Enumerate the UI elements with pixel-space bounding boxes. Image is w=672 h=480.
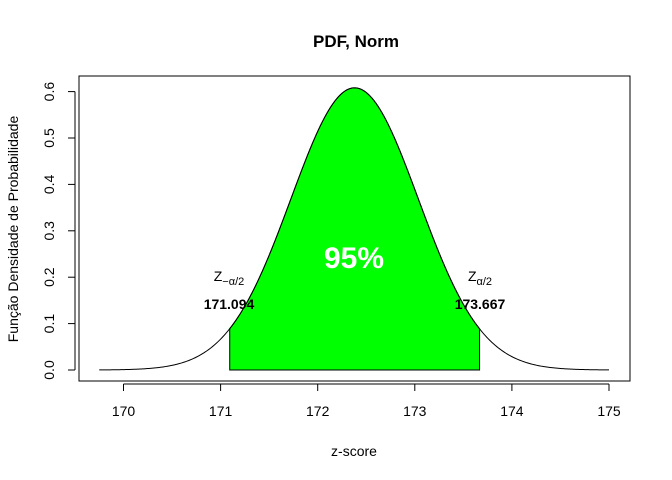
shaded-area-95: [229, 87, 481, 371]
x-tick-label: 171: [209, 403, 233, 419]
critical-symbol-subscript: α/2: [477, 276, 493, 288]
critical-symbol-subscript: −α/2: [222, 276, 244, 288]
x-tick-label: 173: [403, 403, 427, 419]
y-axis-label: Função Densidade de Probabilidade: [5, 116, 21, 343]
area-percentage-label: 95%: [324, 242, 384, 275]
critical-symbol-letter: Z: [468, 268, 477, 284]
x-tick-label: 170: [112, 403, 136, 419]
critical-value-symbol: Z−α/2: [214, 268, 245, 288]
critical-symbol-letter: Z: [214, 268, 223, 284]
chart-title: PDF, Norm: [313, 32, 399, 51]
critical-value-symbol: Zα/2: [468, 268, 492, 288]
y-tick-label: 0.1: [41, 314, 57, 334]
critical-value-number: 173.667: [455, 296, 506, 312]
y-tick-label: 0.3: [41, 221, 57, 241]
critical-value-number: 171.094: [204, 296, 255, 312]
plot-box: [78, 75, 631, 382]
y-tick-label: 0.5: [41, 128, 57, 148]
y-tick-label: 0.2: [41, 267, 57, 287]
x-tick-label: 172: [306, 403, 330, 419]
y-tick-label: 0.6: [41, 82, 57, 102]
x-tick-label: 175: [597, 403, 621, 419]
x-tick-label: 174: [500, 403, 524, 419]
density-curve: [99, 87, 610, 371]
y-tick-label: 0.4: [41, 174, 57, 194]
x-axis-label: z-score: [331, 443, 377, 459]
plot-area: 170 171 172 173 174 175 0.0 0.1 0.2 0.3 0.4 0.5 0.6 9…: [41, 75, 631, 419]
y-tick-label: 0.0: [41, 360, 57, 380]
